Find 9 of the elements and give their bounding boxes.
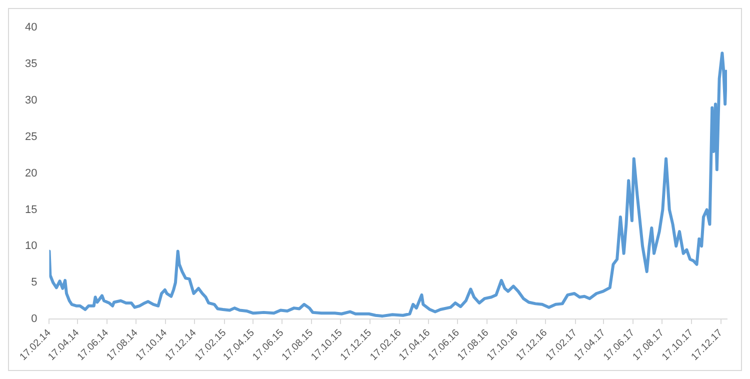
y-tick-label: 15: [24, 204, 38, 216]
y-tick-label: 10: [24, 240, 38, 252]
y-tick-label: 25: [24, 130, 38, 143]
y-tick-label: 30: [24, 94, 38, 106]
y-tick-label: 5: [31, 276, 38, 289]
y-tick-label: 40: [24, 22, 38, 34]
y-tick-label: 20: [24, 167, 38, 180]
y-tick-label: 35: [24, 58, 38, 70]
y-tick-label: 0: [31, 313, 38, 326]
